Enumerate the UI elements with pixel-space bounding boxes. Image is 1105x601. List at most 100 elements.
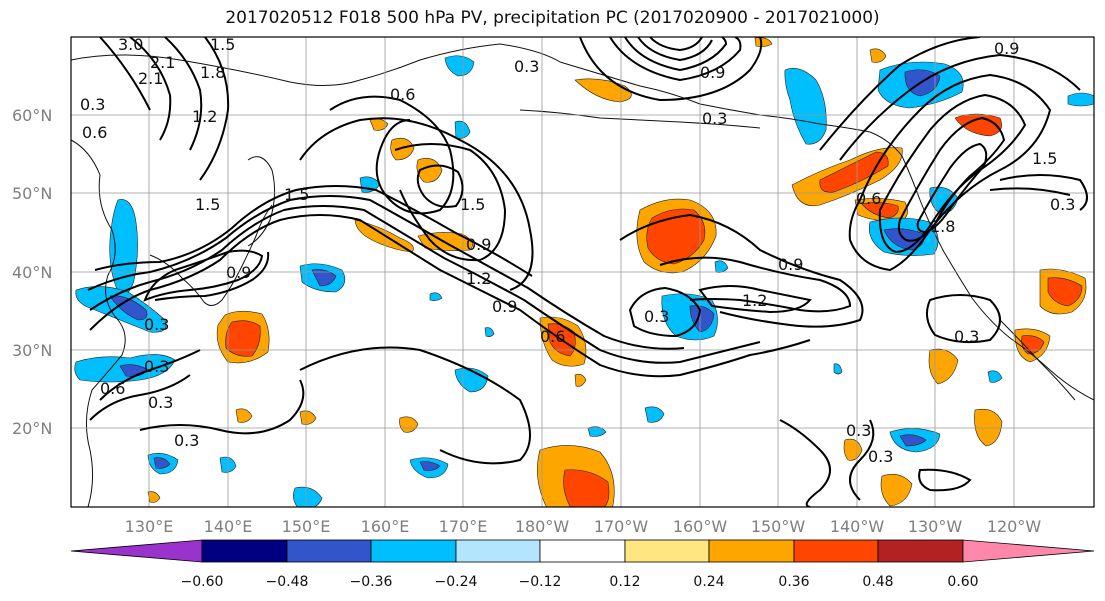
pv-contour: [878, 93, 1027, 254]
pv-contour: [619, 213, 864, 328]
pv-contour: [394, 143, 507, 262]
coastline-na-west: [869, 131, 1094, 401]
contour-label: 0.9: [778, 255, 803, 274]
precip-positive-core: [1021, 335, 1045, 355]
precip-negative-patch: [484, 327, 495, 337]
colorbar-segment: [286, 539, 372, 563]
pv-contour: [916, 142, 988, 234]
precip-negative-core: [689, 305, 715, 333]
precip-negative-patch: [644, 406, 665, 423]
precip-negative-patch: [444, 55, 475, 77]
pv-contour: [99, 37, 151, 111]
colorbar-tick-labels: −0.60 −0.48 −0.36 −0.24 −0.12 0.12 0.24 …: [181, 574, 979, 590]
pv-contour: [99, 349, 201, 401]
precip-positive-patch: [399, 416, 419, 433]
pv-contour: [89, 214, 811, 378]
lon-label: 150°E: [282, 517, 331, 536]
colorbar-tick-label: −0.24: [435, 574, 478, 590]
map-frame: [70, 36, 1095, 508]
precip-negative-patch: [987, 370, 1003, 383]
lon-label: 130°E: [125, 517, 174, 536]
pv-contour: [299, 117, 534, 291]
contour-label: 1.8: [200, 63, 225, 82]
pv-contour: [848, 73, 1052, 272]
contour-label: 1.5: [195, 195, 220, 214]
colorbar-tick-label: 0.36: [778, 574, 809, 590]
coastline-asia: [71, 139, 126, 507]
contour-label: 0.9: [492, 297, 517, 316]
pv-contour: [89, 205, 761, 364]
contour-label: 0.6: [82, 123, 107, 142]
precip-positive-patch: [754, 37, 773, 47]
precip-positive-patch: [843, 438, 863, 461]
contour-label: 1.5: [284, 185, 309, 204]
pv-contour: [609, 37, 742, 82]
contour-label: 0.3: [868, 447, 893, 466]
precip-positive-patch: [235, 408, 253, 423]
colorbar-segment: [539, 539, 626, 563]
precip-negative-patch: [587, 426, 607, 437]
pv-contour: [999, 174, 1088, 211]
lon-label: 150°W: [751, 517, 806, 536]
precip-positive-patch: [928, 348, 959, 385]
precip-positive-core: [646, 208, 706, 265]
precip-negative-patch: [293, 486, 323, 507]
coastline-siberia: [71, 43, 561, 87]
contour-label: 0.6: [100, 379, 125, 398]
contour-label: 0.3: [174, 431, 199, 450]
pv-contour: [839, 53, 1081, 161]
contour-label: 0.3: [144, 315, 169, 334]
colorbar-tick-label: 0.24: [693, 574, 724, 590]
contour-label: 0.3: [514, 57, 539, 76]
contour-label: 0.3: [144, 357, 169, 376]
contour-label: 0.6: [540, 327, 565, 346]
colorbar-tick-label: −0.12: [519, 574, 562, 590]
precip-negative-core: [153, 457, 171, 469]
contour-label: 0.3: [702, 109, 727, 128]
lat-label: 30°N: [12, 341, 52, 360]
pv-contour: [139, 379, 305, 435]
contour-label: 1.2: [466, 269, 491, 288]
precip-negative-patch: [429, 292, 443, 301]
pv-contour: [94, 185, 533, 277]
precip-positive-patch: [147, 491, 161, 503]
lon-label: 140°W: [830, 517, 885, 536]
contour-label: 1.2: [192, 107, 217, 126]
longitude-labels: 130°E 140°E 150°E 160°E 170°E 180°W 170°…: [125, 517, 1042, 536]
lon-label: 140°E: [204, 517, 253, 536]
lat-label: 40°N: [12, 263, 52, 282]
pv-contour: [143, 249, 264, 302]
precip-shading: [74, 37, 1094, 507]
precip-negative-core: [311, 269, 337, 287]
colorbar-tick-label: −0.36: [350, 574, 393, 590]
lon-label: 170°E: [439, 517, 488, 536]
lat-label: 20°N: [12, 419, 52, 438]
colorbar-segment: [370, 539, 457, 563]
pv-contour: [89, 374, 191, 421]
colorbar-tick-label: 0.12: [609, 574, 640, 590]
coastline-baja: [999, 319, 1076, 401]
colorbar-segment: [624, 539, 710, 563]
precip-positive-patch: [880, 473, 913, 507]
precip-negative-patch: [714, 260, 729, 273]
lat-label: 50°N: [12, 184, 52, 203]
pv-contour: [779, 419, 831, 507]
pv-contours: [87, 37, 1088, 507]
pv-contour: [989, 187, 1071, 196]
colorbar-segment: [455, 539, 541, 563]
precip-negative-patch: [833, 363, 843, 375]
pv-contour: [87, 195, 685, 350]
contour-label: 0.3: [954, 327, 979, 346]
pv-contour: [918, 468, 972, 492]
contour-label: 1.5: [1032, 149, 1057, 168]
latitude-labels: 60°N 50°N 40°N 30°N 20°N: [12, 106, 52, 438]
contour-label: 0.3: [1050, 195, 1075, 214]
pv-contour: [416, 164, 464, 208]
contour-label: 0.6: [390, 85, 415, 104]
graticule: [71, 37, 1094, 507]
lat-label: 60°N: [12, 106, 52, 125]
contour-label: 0.3: [644, 307, 669, 326]
pv-contour: [925, 294, 1001, 344]
contour-label: 0.6: [856, 189, 881, 208]
